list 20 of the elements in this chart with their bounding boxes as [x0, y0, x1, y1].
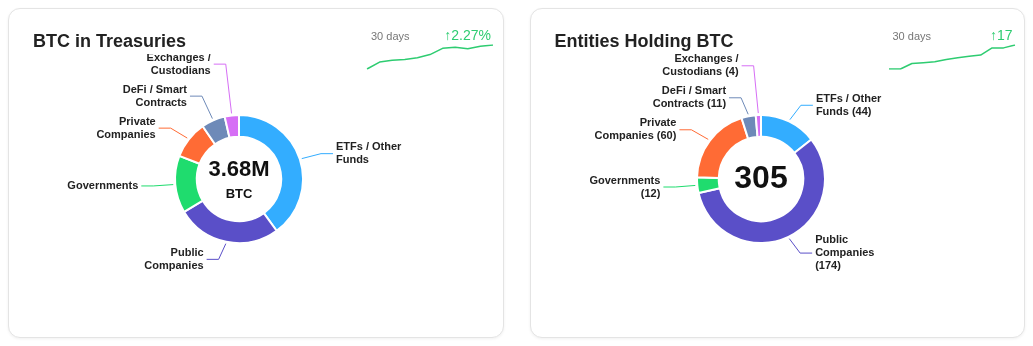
chart-title: Entities Holding BTC: [554, 31, 734, 52]
text: 3.68M: [208, 156, 270, 182]
chart-title: BTC in Treasuries: [33, 31, 187, 52]
text: ↑17: [989, 27, 1013, 43]
slice-label: Exchanges / Custodians (4): [661, 52, 739, 78]
text: 30 days: [371, 30, 410, 42]
slice-label: Public Companies (174): [814, 233, 874, 272]
text: ↑2.27%: [444, 27, 491, 43]
slice-label: Governments (12): [588, 173, 661, 199]
slice-label: DeFi / Smart Contracts: [122, 82, 188, 108]
slice-label: DeFi / Smart Contracts (11): [652, 84, 726, 110]
slice-label: Private Companies (60): [593, 116, 677, 142]
slice-label: ETFs / Other Funds: [335, 140, 403, 166]
text: 30 days: [892, 30, 932, 42]
slice-label: Governments: [67, 178, 139, 191]
slice-label: ETFs / Other Funds (44): [815, 91, 882, 117]
slice-label: Private Companies: [96, 114, 156, 140]
text: 305: [733, 158, 788, 195]
text: BTC: [225, 185, 253, 201]
slice-label: Public Companies: [144, 245, 204, 271]
